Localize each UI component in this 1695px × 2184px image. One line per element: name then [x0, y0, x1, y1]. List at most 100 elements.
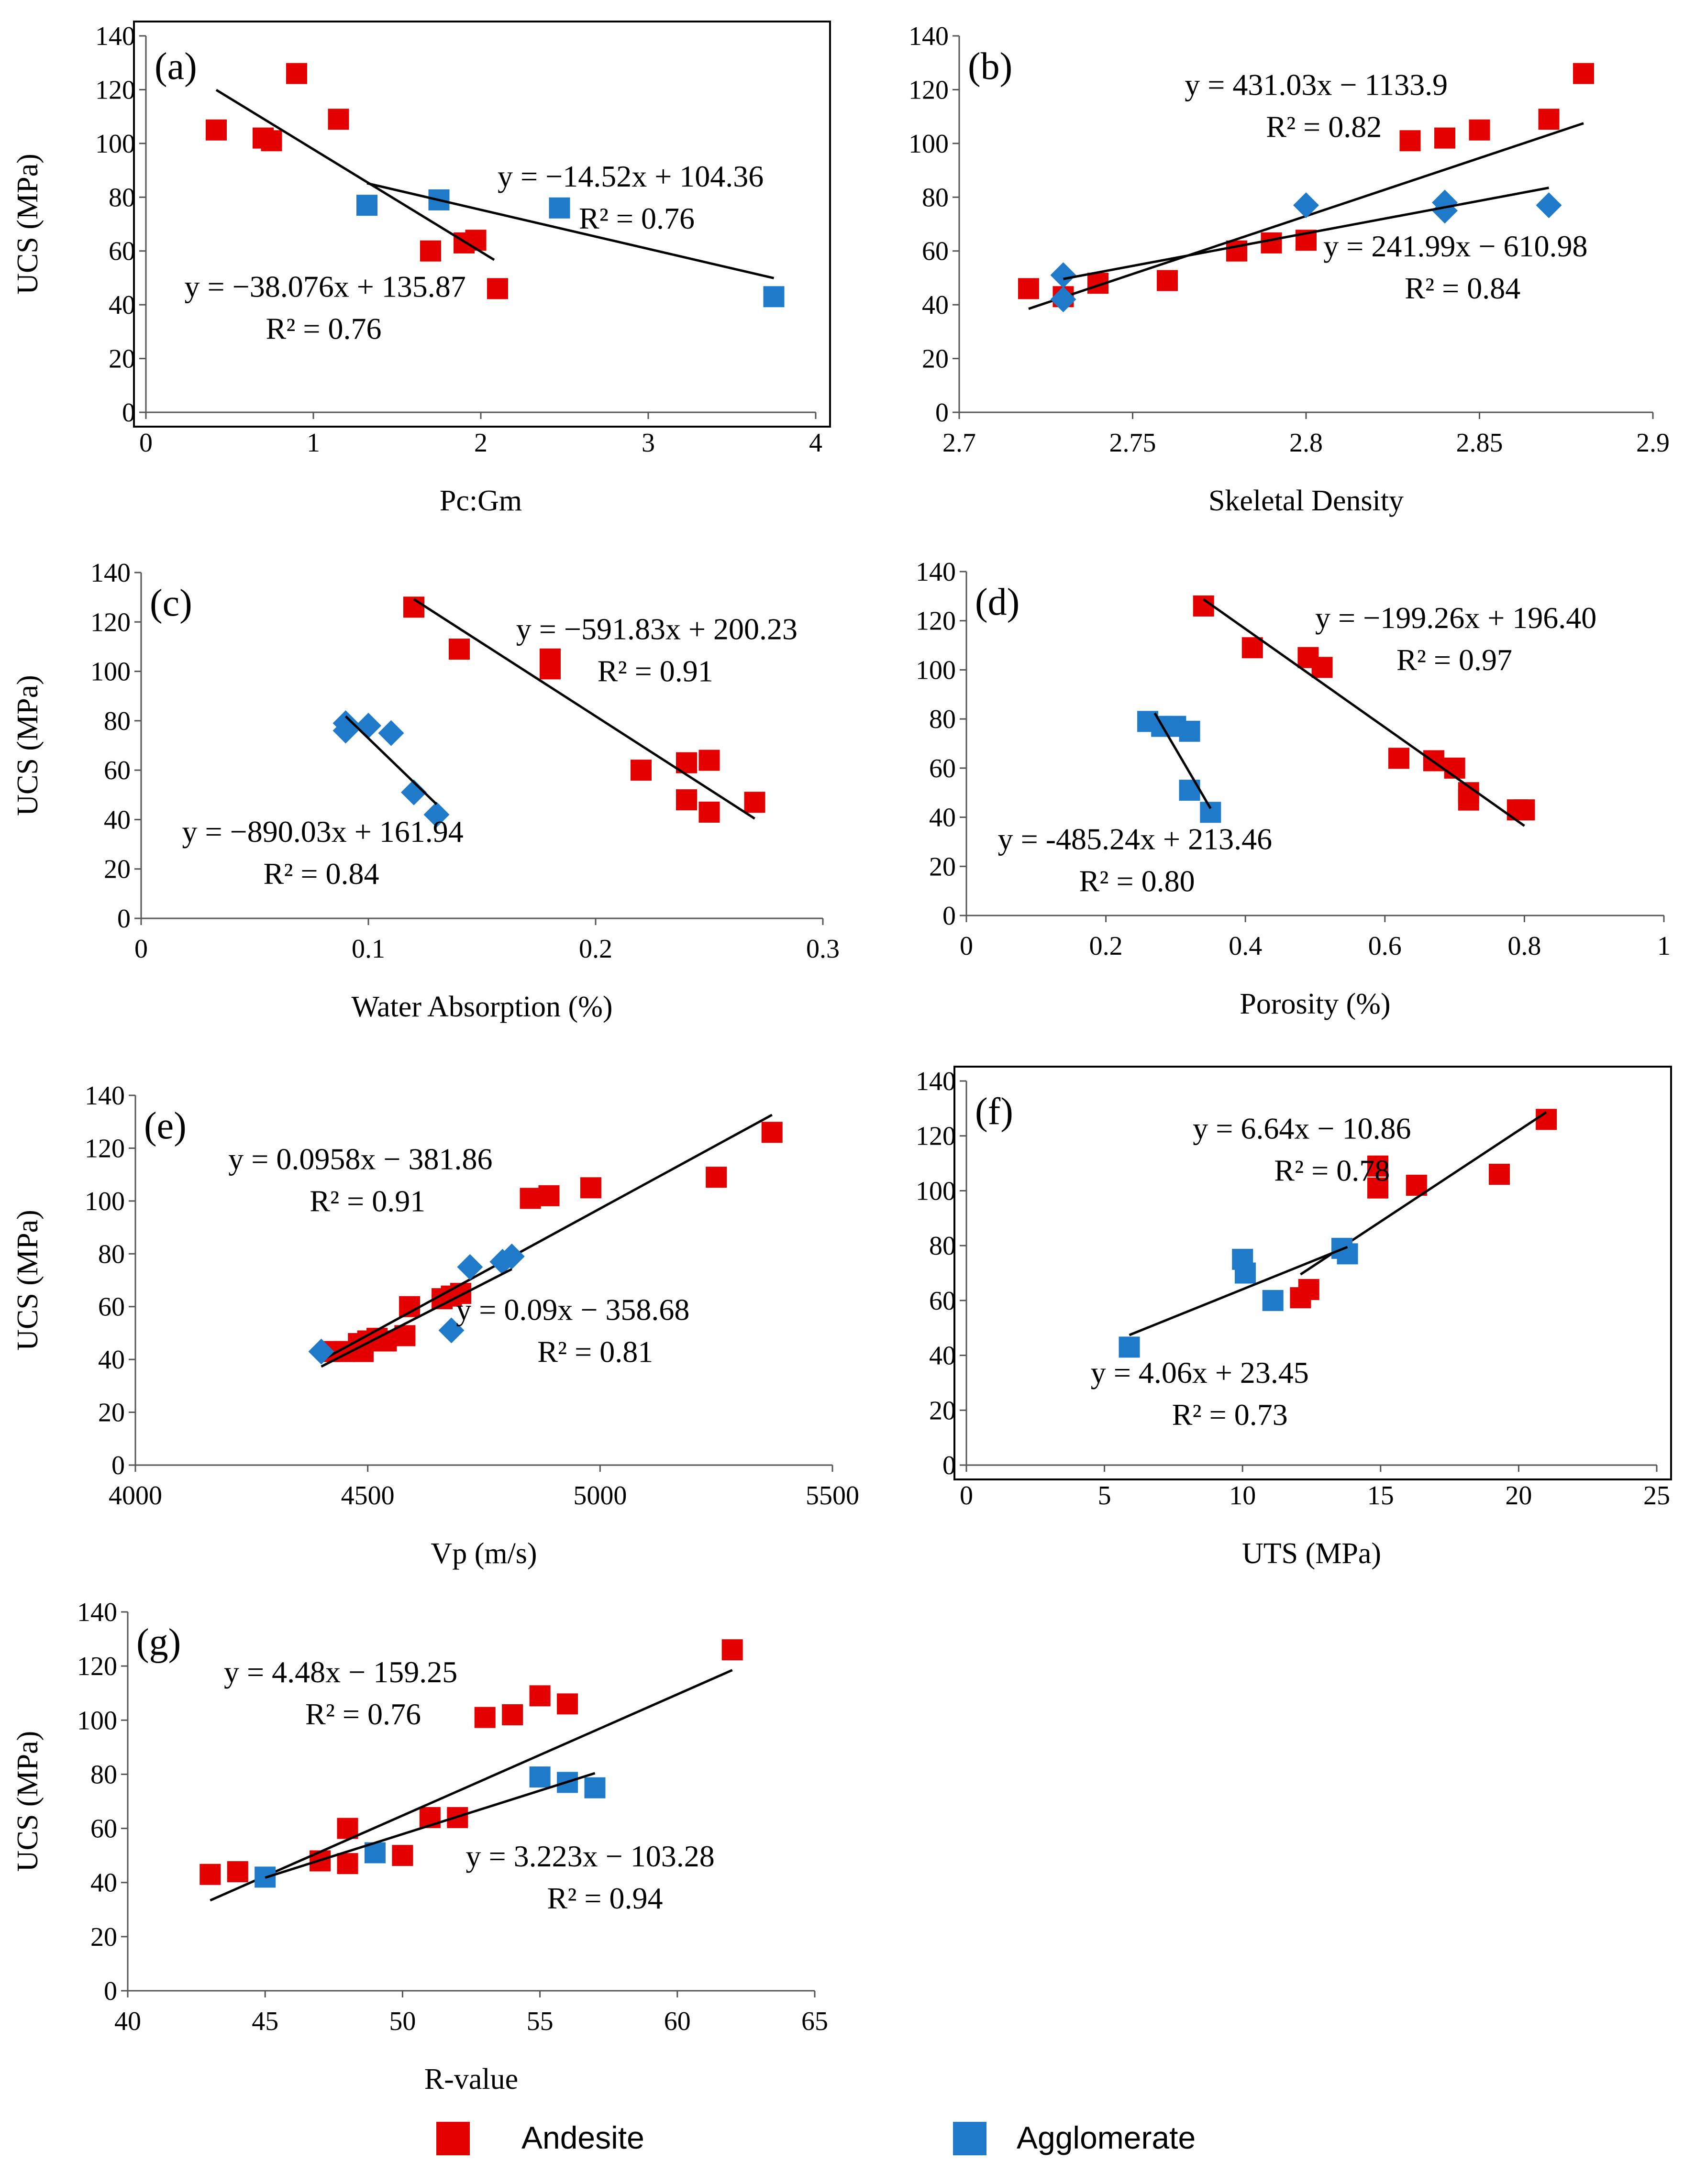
x-tick-label: 2.9 — [1636, 428, 1670, 458]
panel-label: (a) — [155, 45, 197, 88]
y-tick-label: 20 — [109, 344, 135, 374]
data-point — [1050, 262, 1076, 288]
data-point — [420, 240, 441, 262]
y-tick-label: 80 — [922, 183, 949, 212]
trendline — [321, 1114, 773, 1362]
data-point — [1444, 757, 1465, 779]
trendline — [210, 1669, 733, 1902]
data-point — [744, 792, 765, 813]
legend: Andesite Agglomerate — [436, 2120, 1196, 2155]
data-point — [1262, 1290, 1284, 1311]
data-point — [584, 1777, 606, 1798]
y-tick-label: 60 — [98, 1292, 125, 1322]
chart-panel-e: 0 20 40 60 80 100 120 140 4000 4500 5000 5500 Vp (m/… — [11, 1081, 859, 1570]
x-tick-label: 2.85 — [1456, 428, 1503, 458]
y-axis-title: UCS (MPa) — [11, 675, 44, 816]
x-tick-label: 4 — [809, 428, 822, 458]
data-point — [761, 1122, 783, 1143]
equation-label: y = 3.223x − 103.28 — [466, 1839, 715, 1873]
x-tick-label: 0.2 — [1089, 931, 1123, 961]
trendline — [1129, 1246, 1348, 1336]
y-tick-label: 100 — [916, 655, 956, 685]
series-agglomerate — [1050, 189, 1562, 312]
data-point — [401, 779, 427, 805]
r-squared-label: R² = 0.73 — [1172, 1398, 1288, 1432]
data-point — [1311, 657, 1333, 678]
data-point — [1050, 286, 1076, 312]
equation-label: y = −14.52x + 104.36 — [498, 159, 764, 193]
y-tick-label: 120 — [908, 75, 949, 105]
y-tick-label: 20 — [929, 852, 956, 882]
data-point — [356, 195, 377, 216]
y-axis-title: UCS (MPa) — [11, 1731, 44, 1872]
data-point — [328, 109, 349, 130]
equation-label: y = −199.26x + 196.40 — [1315, 601, 1596, 635]
equation-label: y = −591.83x + 200.23 — [516, 612, 798, 646]
y-tick-label: 140 — [908, 22, 949, 51]
r-squared-label: R² = 0.91 — [310, 1184, 425, 1218]
y-tick-label: 20 — [104, 855, 131, 884]
trendline — [344, 715, 438, 805]
y-tick-label: 120 — [85, 1134, 125, 1163]
series-andesite — [206, 63, 508, 299]
equation-label: y = 241.99x − 610.98 — [1323, 229, 1587, 263]
y-tick-label: 60 — [90, 1814, 117, 1844]
data-point — [1388, 748, 1409, 769]
y-tick-label: 0 — [122, 398, 135, 428]
series-agglomerate — [332, 710, 450, 828]
equation-label: y = 0.0958x − 381.86 — [228, 1142, 492, 1176]
y-tick-label: 120 — [77, 1652, 117, 1681]
data-point — [706, 1167, 727, 1188]
x-tick-label: 2.8 — [1289, 428, 1323, 458]
legend-andesite-label: Andesite — [521, 2120, 644, 2155]
y-tick-label: 40 — [104, 805, 131, 835]
data-point — [227, 1861, 248, 1883]
y-tick-label: 100 — [95, 129, 135, 159]
data-point — [529, 1685, 551, 1707]
y-tick-label: 60 — [929, 1286, 956, 1316]
data-point — [1432, 198, 1458, 224]
y-tick-label: 80 — [929, 705, 956, 734]
data-point — [1179, 780, 1200, 801]
x-axis-title: Pc:Gm — [440, 485, 522, 517]
x-axis-title: Water Absorption (%) — [352, 991, 613, 1023]
data-point — [540, 658, 561, 680]
series-andesite — [403, 596, 765, 823]
r-squared-label: R² = 0.84 — [1405, 271, 1520, 305]
chart-panel-f: 0 20 40 60 80 100 120 140 0 5 10 15 20 25 UTS (MPa) (f)… — [916, 1066, 1672, 1570]
data-point — [261, 130, 282, 152]
data-point — [499, 1243, 525, 1269]
y-tick-label: 60 — [109, 237, 135, 266]
r-squared-label: R² = 0.84 — [264, 857, 379, 891]
data-point — [1538, 109, 1560, 130]
data-point — [1226, 240, 1247, 262]
series-agglomerate — [308, 1243, 525, 1365]
x-tick-label: 5 — [1098, 1481, 1111, 1511]
data-point — [502, 1704, 523, 1725]
y-tick-label: 60 — [922, 237, 949, 266]
y-tick-label: 100 — [77, 1706, 117, 1735]
y-tick-label: 140 — [916, 1067, 956, 1096]
x-tick-label: 55 — [527, 2007, 554, 2036]
chart-frame — [133, 21, 831, 428]
x-tick-label: 2.7 — [942, 428, 976, 458]
y-tick-label: 40 — [929, 803, 956, 833]
data-point — [631, 760, 652, 781]
y-tick-label: 0 — [104, 1976, 117, 2006]
data-point — [580, 1177, 601, 1199]
data-point — [676, 789, 697, 811]
y-tick-label: 100 — [908, 129, 949, 159]
equation-label: y = −38.076x + 135.87 — [185, 269, 466, 303]
y-tick-label: 0 — [942, 901, 956, 931]
r-squared-label: R² = 0.97 — [1396, 643, 1512, 677]
r-squared-label: R² = 0.81 — [537, 1335, 653, 1368]
data-point — [1434, 127, 1455, 149]
data-point — [392, 1845, 413, 1866]
data-point — [286, 63, 307, 84]
equation-label: y = 4.48x − 159.25 — [224, 1655, 457, 1689]
data-point — [450, 1283, 471, 1304]
x-tick-label: 0.1 — [352, 934, 385, 964]
data-point — [1200, 802, 1221, 823]
data-point — [1514, 799, 1535, 821]
